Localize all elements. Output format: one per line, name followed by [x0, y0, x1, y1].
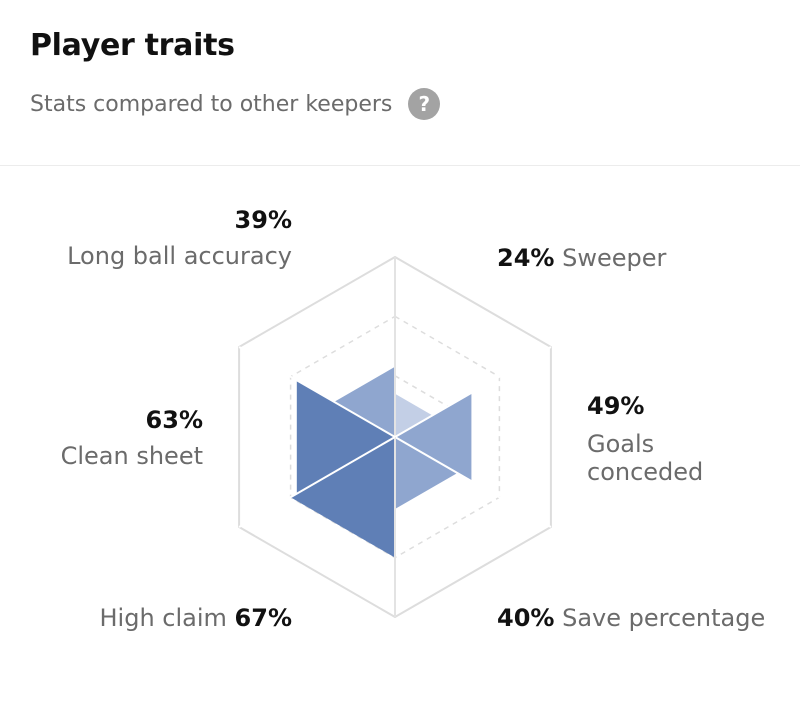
value-clean-sheet: 63%: [145, 406, 203, 434]
value-sweeper: 24%: [497, 244, 555, 272]
axis-label-long-ball-accuracy: Long ball accuracy: [67, 242, 292, 270]
label-high-claim: High claim 67%: [100, 604, 293, 632]
label-clean-sheet: 63% Clean sheet: [61, 406, 203, 470]
value-goals-conceded: 49%: [587, 392, 645, 420]
axis-label-goals-conceded-1: Goals: [587, 430, 655, 458]
spoke-5: [238, 436, 396, 528]
label-sweeper: 24% Sweeper: [497, 244, 666, 272]
axis-label-goals-conceded-2: conceded: [587, 458, 704, 486]
sector-sweeper: [395, 393, 433, 437]
value-long-ball-accuracy: 39%: [234, 206, 292, 234]
question-mark-icon[interactable]: ?: [408, 88, 441, 120]
spoke-6: [238, 346, 396, 438]
axis-label-sweeper: Sweeper: [562, 244, 667, 272]
value-high-claim: 67%: [234, 604, 292, 632]
sector-clean_sheet: [296, 380, 395, 494]
page-title: Player traits: [30, 28, 235, 63]
label-long-ball-accuracy: 39% Long ball accuracy: [67, 206, 292, 270]
sector-high_claim: [290, 437, 395, 558]
axis-label-high-claim: High claim: [99, 604, 227, 632]
sector-save_percentage: [395, 437, 458, 509]
sector-goals_conceded: [395, 392, 472, 482]
axis-label-save-percentage: Save percentage: [562, 604, 766, 632]
spoke-2: [394, 346, 552, 438]
sector-long_ball_accuracy: [334, 366, 395, 437]
subtitle-row: Stats compared to other keepers ?: [30, 88, 441, 120]
label-goals-conceded: 49% Goals conceded: [587, 392, 703, 486]
axis-label-clean-sheet: Clean sheet: [60, 442, 203, 470]
value-save-percentage: 40%: [497, 604, 555, 632]
subtitle-text: Stats compared to other keepers: [30, 91, 393, 117]
divider: [0, 165, 800, 166]
spoke-3: [394, 436, 552, 528]
label-save-percentage: 40% Save percentage: [497, 604, 765, 632]
